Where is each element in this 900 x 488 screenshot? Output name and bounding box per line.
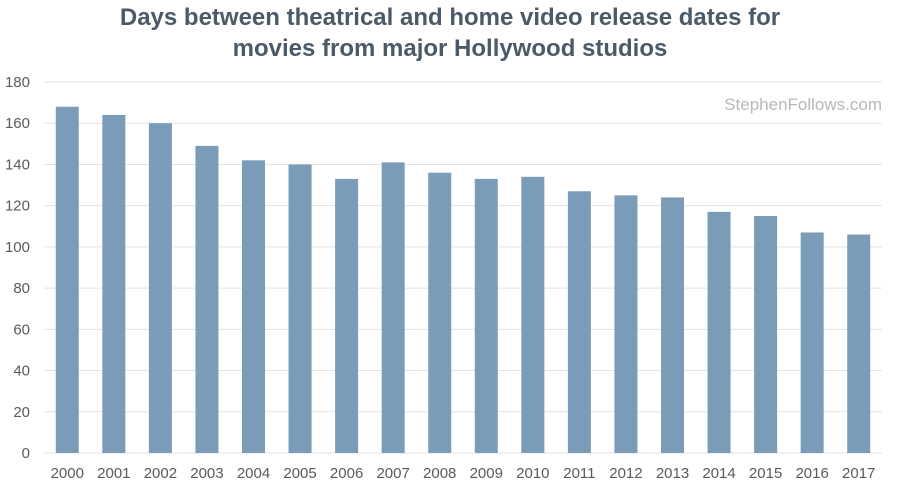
x-axis-tick-labels: 2000 2001 2002 2003 2004 2005 2006 2007 2008 2009…	[51, 465, 876, 482]
bar-2005	[288, 164, 312, 453]
y-tick-label: 180	[5, 74, 30, 91]
x-tick-label: 2017	[842, 465, 875, 482]
bar-2017	[847, 234, 871, 453]
bar-2003	[195, 145, 219, 453]
x-tick-label: 2006	[330, 465, 363, 482]
x-tick-label: 2003	[190, 465, 223, 482]
x-tick-label: 2009	[470, 465, 503, 482]
bar-2010	[521, 176, 545, 454]
y-tick-label: 60	[13, 321, 30, 338]
bar-2000	[55, 106, 79, 453]
x-tick-label: 2008	[423, 465, 456, 482]
chart-title-line-2: movies from major Hollywood studios	[232, 35, 668, 62]
bar-2012	[614, 195, 638, 453]
y-tick-label: 20	[13, 404, 30, 421]
x-tick-label: 2014	[702, 465, 735, 482]
x-tick-label: 2011	[563, 465, 595, 482]
bar-2001	[102, 114, 126, 453]
grid-lines	[44, 81, 882, 454]
x-tick-label: 2000	[51, 465, 84, 482]
bar-2009	[474, 178, 498, 453]
y-axis-tick-labels: 0 20 40 60 80 100 120 140 160 180	[5, 74, 30, 462]
bar-2002	[148, 123, 172, 453]
bar-2006	[335, 178, 359, 453]
x-tick-label: 2016	[795, 465, 828, 482]
y-tick-label: 100	[5, 239, 30, 256]
x-tick-label: 2015	[749, 465, 782, 482]
bar-2015	[754, 215, 778, 453]
bar-2007	[381, 162, 405, 453]
y-tick-label: 160	[5, 115, 30, 132]
watermark-text: StephenFollows.com	[724, 95, 882, 114]
y-tick-label: 80	[13, 280, 30, 297]
bar-2008	[428, 172, 452, 453]
bar-2016	[800, 232, 824, 453]
x-tick-label: 2001	[97, 465, 130, 482]
y-tick-label: 140	[5, 156, 30, 173]
bar-2014	[707, 211, 731, 453]
bar-2013	[661, 197, 684, 453]
bar-2004	[242, 160, 265, 454]
x-tick-label: 2002	[144, 465, 177, 482]
bars	[55, 106, 871, 454]
x-tick-label: 2005	[283, 465, 316, 482]
y-tick-label: 120	[5, 198, 30, 215]
x-tick-label: 2013	[656, 465, 689, 482]
x-tick-label: 2004	[237, 465, 270, 482]
x-tick-label: 2010	[516, 465, 549, 482]
y-tick-label: 40	[13, 363, 30, 380]
bar-2011	[567, 191, 591, 453]
y-tick-label: 0	[22, 445, 30, 462]
x-tick-label: 2007	[376, 465, 409, 482]
chart-title-line-1: Days between theatrical and home video r…	[119, 4, 781, 31]
chart-title: Days between theatrical and home video r…	[0, 2, 900, 64]
x-tick-label: 2012	[609, 465, 642, 482]
